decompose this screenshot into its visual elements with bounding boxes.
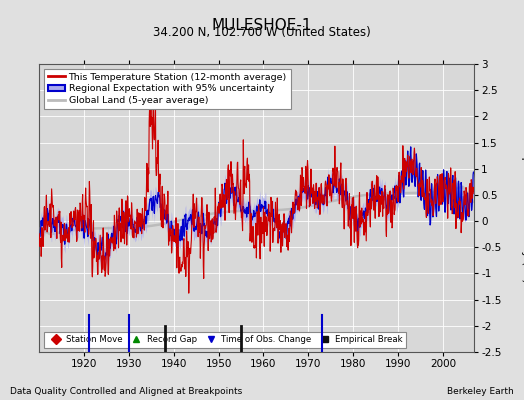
Text: Berkeley Earth: Berkeley Earth bbox=[447, 387, 514, 396]
Y-axis label: Temperature Anomaly (°C): Temperature Anomaly (°C) bbox=[521, 134, 524, 282]
Text: MULESHOE-1: MULESHOE-1 bbox=[212, 18, 312, 33]
Text: 34.200 N, 102.700 W (United States): 34.200 N, 102.700 W (United States) bbox=[153, 26, 371, 39]
Text: Data Quality Controlled and Aligned at Breakpoints: Data Quality Controlled and Aligned at B… bbox=[10, 387, 243, 396]
Legend: Station Move, Record Gap, Time of Obs. Change, Empirical Break: Station Move, Record Gap, Time of Obs. C… bbox=[43, 332, 407, 348]
